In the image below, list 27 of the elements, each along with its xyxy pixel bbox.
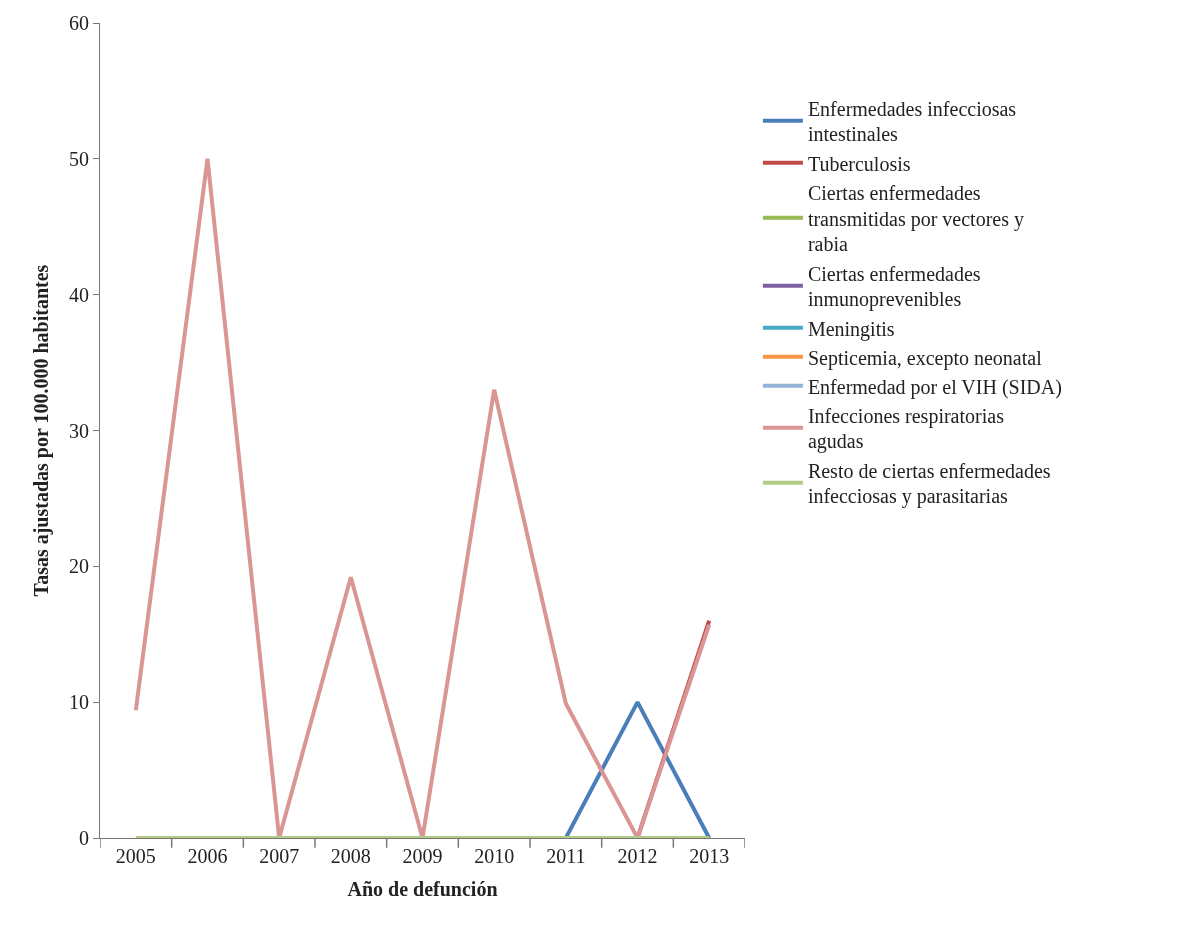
x-tick-label: 2007 xyxy=(259,845,300,867)
y-tick-label: 30 xyxy=(69,419,89,442)
legend-label: Tuberculosis xyxy=(807,152,911,175)
y-tick-label: 0 xyxy=(79,827,89,849)
y-tick-label: 40 xyxy=(69,283,89,306)
legend-label: Meningitis xyxy=(807,317,895,341)
x-tick-label: 2011 xyxy=(546,845,586,867)
x-tick-label: 2012 xyxy=(617,845,658,867)
x-tick-label: 2010 xyxy=(474,845,515,867)
legend-label: Enfermedades infecciosas intestinales xyxy=(807,97,1017,146)
legend-label: Septicemia, excepto neonatal xyxy=(807,346,1043,370)
legend-label: Enfermedad por el VIH (SIDA) xyxy=(807,375,1062,399)
x-tick-label: 2006 xyxy=(187,845,228,867)
x-tick-label: 2013 xyxy=(689,845,730,867)
legend-label: Ciertas enfermedades inmunoprevenibles xyxy=(807,262,981,312)
y-tick-label: 50 xyxy=(69,147,89,170)
legend-label: Resto de ciertas enfermedades infecciosas y parasitarias xyxy=(807,459,1051,509)
x-tick-label: 2005 xyxy=(115,845,156,867)
x-tick-label: 2008 xyxy=(330,845,371,867)
legend-label: Ciertas enfermedades transmitidas por vectores y rabia xyxy=(807,181,1024,256)
x-axis-title: Año de defunción xyxy=(347,877,498,900)
y-tick-label: 20 xyxy=(69,555,89,578)
y-tick-label: 60 xyxy=(69,12,89,34)
y-axis-title: Tasas ajustadas por 100.000 habitantes xyxy=(29,264,53,597)
y-tick-label: 10 xyxy=(69,691,89,714)
x-tick-label: 2009 xyxy=(402,845,443,867)
legend-label: Infecciones respiratorias agudas xyxy=(807,404,1005,454)
